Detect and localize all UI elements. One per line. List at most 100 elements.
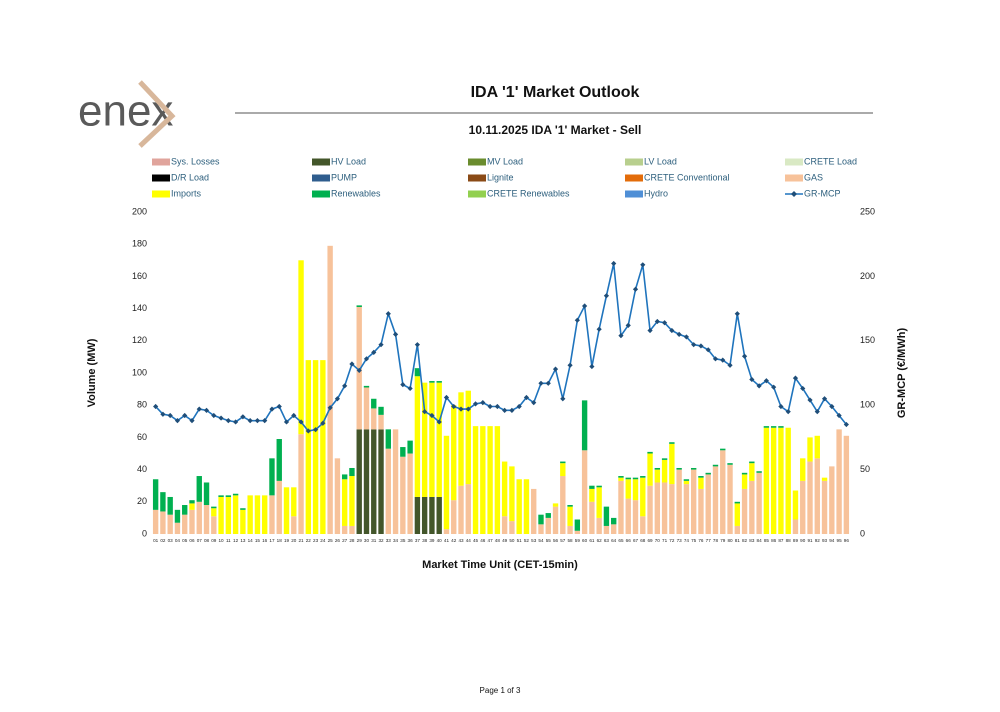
bar-segment bbox=[283, 487, 290, 534]
x-tick-label: 27 bbox=[342, 538, 348, 543]
legend-label: LV Load bbox=[644, 156, 677, 166]
x-tick-label: 15 bbox=[255, 538, 261, 543]
price-marker bbox=[625, 322, 631, 328]
price-marker bbox=[763, 378, 769, 384]
legend-label: CRETE Renewables bbox=[487, 188, 570, 198]
price-marker bbox=[727, 362, 733, 368]
price-marker bbox=[494, 403, 500, 410]
price-marker bbox=[240, 414, 246, 420]
bar-segment bbox=[683, 480, 690, 485]
bar-segment bbox=[749, 463, 755, 481]
bar-segment bbox=[843, 435, 850, 534]
legend-swatch bbox=[312, 190, 330, 198]
x-tick-label: 57 bbox=[560, 538, 566, 543]
y-tick-label: 60 bbox=[137, 432, 147, 442]
price-marker bbox=[792, 375, 799, 381]
x-tick-label: 91 bbox=[807, 538, 813, 543]
y-tick-label: 160 bbox=[132, 271, 147, 281]
bar-segment bbox=[211, 508, 217, 517]
price-marker bbox=[814, 409, 820, 415]
bar-segment bbox=[720, 448, 726, 451]
bar-segment bbox=[654, 482, 661, 534]
bar-segment bbox=[443, 529, 450, 534]
bar-segment bbox=[472, 426, 479, 534]
price-marker bbox=[836, 412, 842, 419]
price-marker bbox=[698, 343, 704, 349]
bar-segment bbox=[240, 508, 246, 510]
bar-segment bbox=[400, 447, 406, 457]
bar-segment bbox=[225, 496, 232, 534]
x-tick-label: 53 bbox=[531, 538, 537, 543]
x-tick-label: 89 bbox=[793, 538, 799, 543]
legend-swatch bbox=[625, 190, 643, 198]
price-marker bbox=[153, 403, 159, 410]
price-marker bbox=[392, 331, 399, 337]
price-marker bbox=[465, 406, 471, 412]
bar-segment bbox=[152, 479, 159, 510]
bar-segment bbox=[538, 524, 544, 534]
bar-segment bbox=[451, 405, 457, 501]
x-tick-label: 13 bbox=[240, 538, 246, 543]
bar-segment bbox=[414, 496, 421, 534]
x-tick-label: 93 bbox=[822, 538, 828, 543]
bar-segment bbox=[414, 376, 421, 497]
x-tick-label: 75 bbox=[691, 538, 697, 543]
bar-segment bbox=[378, 406, 384, 415]
bar-segment bbox=[429, 382, 435, 497]
bar-segment bbox=[749, 461, 755, 464]
bar-segment bbox=[385, 448, 391, 534]
x-tick-label: 51 bbox=[517, 538, 523, 543]
bar-segment bbox=[618, 476, 624, 478]
bar-segment bbox=[305, 360, 312, 534]
y-tick-label: 200 bbox=[132, 206, 147, 216]
bar-segment bbox=[625, 479, 631, 499]
bar-segment bbox=[538, 514, 544, 525]
legend-label: Hydro bbox=[644, 188, 668, 198]
x-tick-label: 76 bbox=[698, 538, 704, 543]
bar-segment bbox=[661, 459, 668, 483]
bar-segment bbox=[349, 476, 355, 526]
bar-segment bbox=[727, 464, 733, 534]
x-tick-label: 54 bbox=[538, 538, 544, 543]
bar-segment bbox=[494, 426, 501, 534]
bar-segment bbox=[727, 463, 733, 465]
bar-segment bbox=[640, 476, 646, 478]
x-tick-label: 39 bbox=[429, 538, 435, 543]
bar-segment bbox=[363, 387, 370, 430]
price-marker bbox=[320, 420, 326, 426]
bar-segment bbox=[800, 458, 806, 481]
bar-segment bbox=[712, 466, 719, 534]
bar-segment bbox=[421, 382, 428, 497]
x-tick-label: 44 bbox=[466, 538, 472, 543]
x-tick-label: 16 bbox=[262, 538, 268, 543]
x-tick-label: 78 bbox=[713, 538, 719, 543]
bar-segment bbox=[676, 469, 682, 534]
bar-segment bbox=[734, 501, 740, 504]
price-marker bbox=[233, 419, 239, 425]
x-tick-label: 05 bbox=[182, 538, 188, 543]
bar-segment bbox=[596, 487, 602, 518]
x-tick-label: 17 bbox=[269, 538, 275, 543]
price-marker bbox=[327, 405, 333, 411]
price-marker bbox=[705, 347, 711, 353]
price-marker bbox=[821, 396, 828, 402]
x-tick-label: 31 bbox=[371, 538, 377, 543]
legend-label: GAS bbox=[804, 172, 823, 182]
bar-segment bbox=[232, 495, 239, 534]
bar-segment bbox=[523, 479, 530, 534]
bar-segment bbox=[509, 521, 515, 534]
bar-segment bbox=[618, 480, 624, 534]
bar-segment bbox=[821, 477, 828, 481]
price-marker bbox=[807, 397, 813, 403]
x-tick-label: 66 bbox=[626, 538, 632, 543]
y-tick-label: 0 bbox=[142, 528, 147, 538]
legend-label: GR-MCP bbox=[804, 188, 841, 198]
x-tick-label: 30 bbox=[364, 538, 370, 543]
x-tick-label: 06 bbox=[189, 538, 195, 543]
bar-segment bbox=[545, 513, 551, 518]
bar-segment bbox=[560, 476, 566, 534]
bar-segment bbox=[371, 429, 377, 534]
price-marker bbox=[385, 311, 391, 317]
price-marker bbox=[182, 412, 188, 419]
